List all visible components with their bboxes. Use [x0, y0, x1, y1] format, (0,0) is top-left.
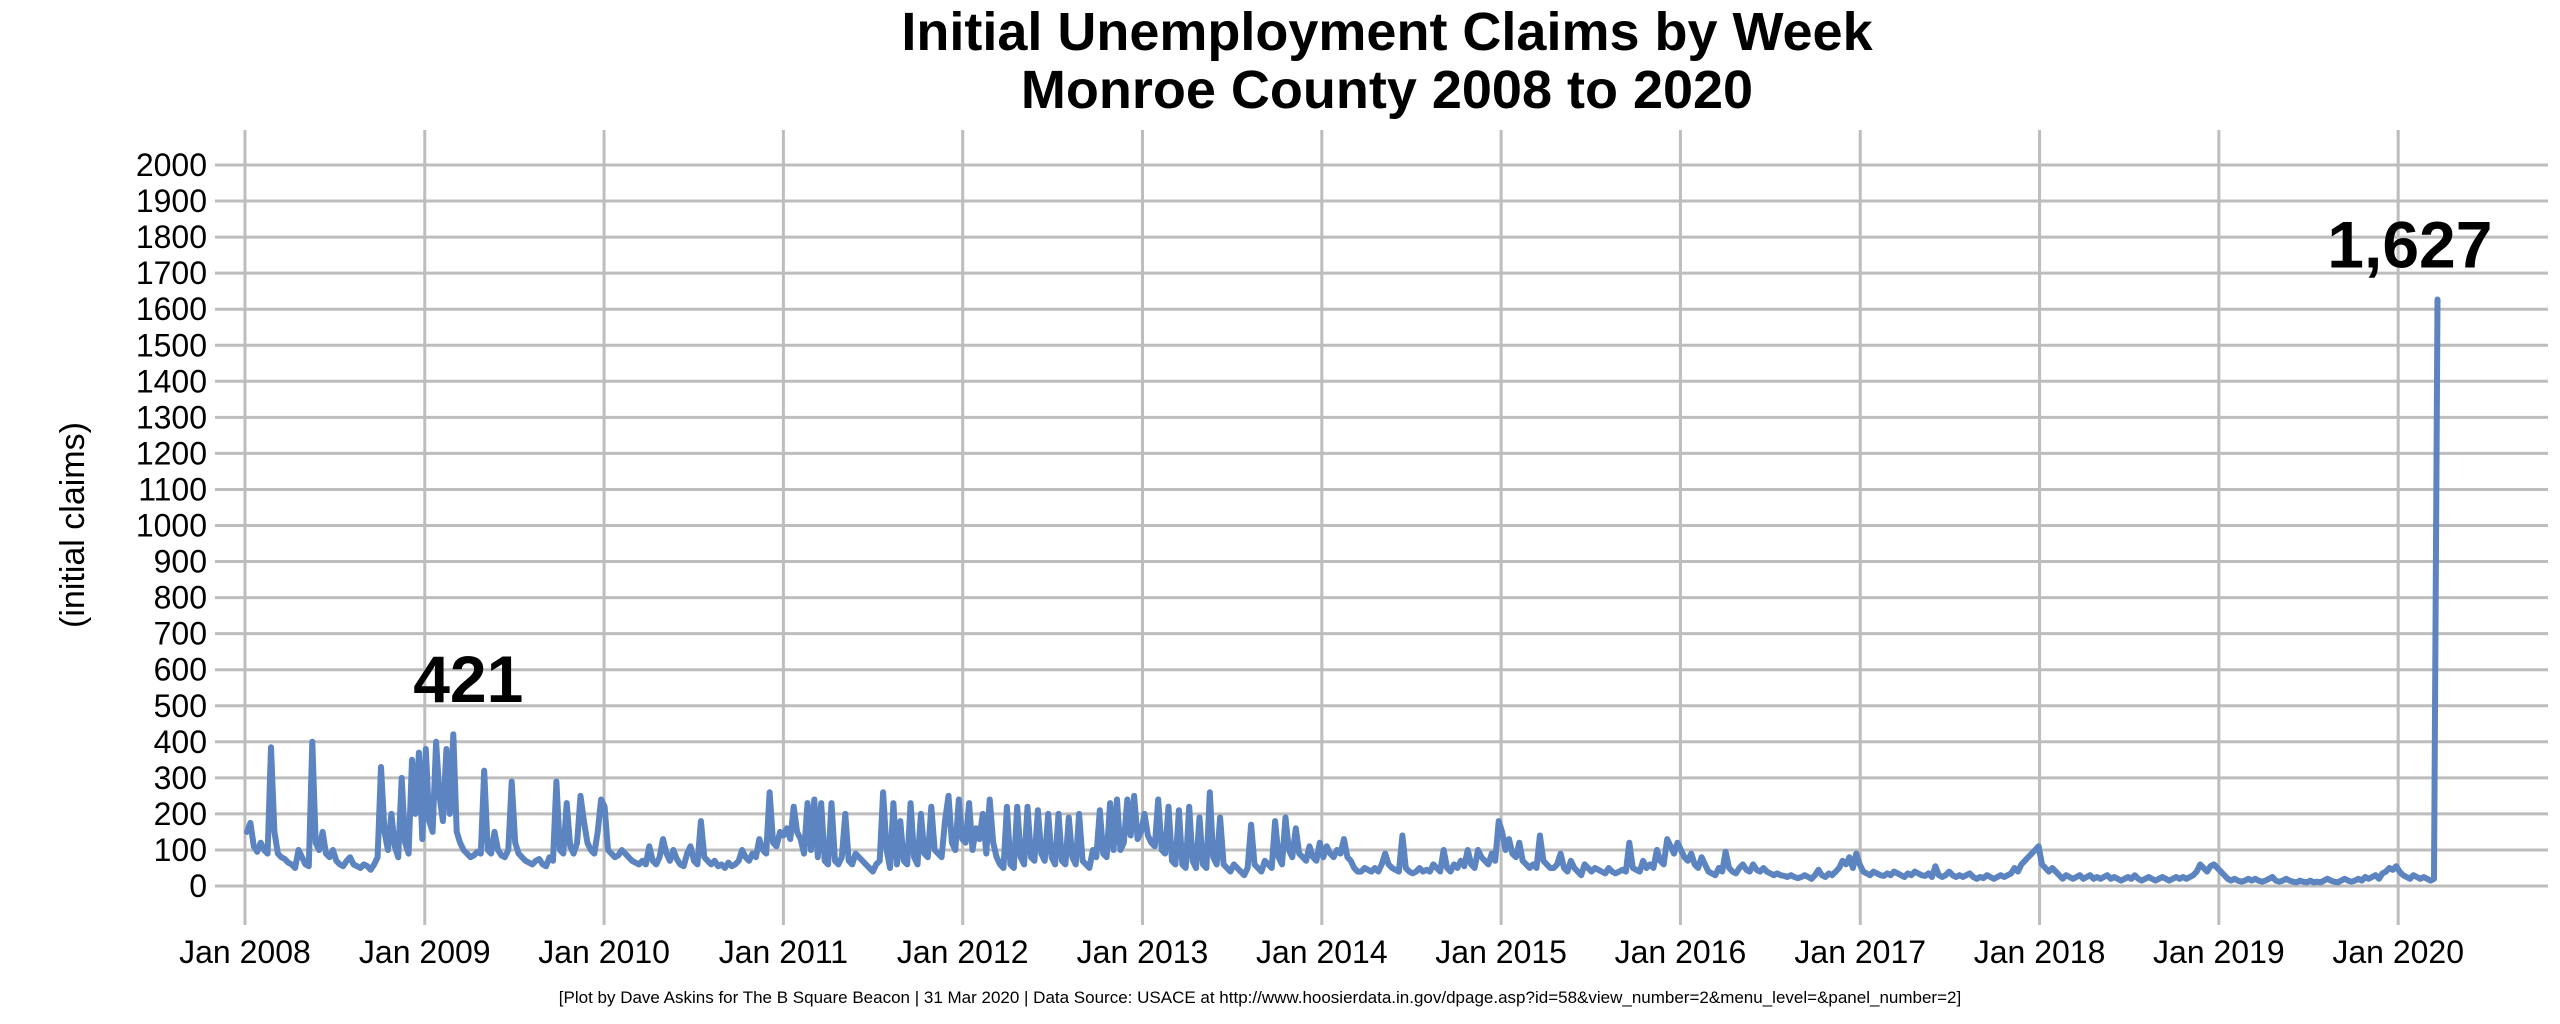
data-annotation: 1,627	[2327, 207, 2492, 281]
y-tick-label: 1700	[136, 255, 207, 291]
y-tick-label: 500	[154, 688, 207, 724]
x-tick-label: Jan 2011	[719, 934, 848, 970]
y-tick-label: 900	[154, 544, 207, 580]
x-tick-label: Jan 2009	[359, 934, 491, 970]
annotations: 421 1,627	[413, 207, 2492, 716]
x-tick-label: Jan 2020	[2332, 934, 2464, 970]
x-tick-label: Jan 2018	[1974, 934, 2106, 970]
y-tick-label: 1300	[136, 399, 207, 435]
y-tick-label: 100	[154, 832, 207, 868]
y-tick-label: 400	[154, 724, 207, 760]
x-tick-label: Jan 2013	[1077, 934, 1209, 970]
credit-note: [Plot by Dave Askins for The B Square Be…	[559, 988, 1961, 1007]
x-tick-label: Jan 2010	[538, 934, 670, 970]
x-tick-label: Jan 2015	[1435, 934, 1567, 970]
y-tick-label: 1000	[136, 508, 207, 544]
chart-title: Initial Unemployment Claims by Week	[901, 2, 1873, 62]
x-tick-label: Jan 2017	[1794, 934, 1926, 970]
y-tick-label: 200	[154, 796, 207, 832]
y-tick-label: 1600	[136, 291, 207, 327]
x-tick-label: Jan 2014	[1256, 934, 1388, 970]
series-line	[243, 296, 2441, 886]
y-tick-label: 2000	[136, 147, 207, 183]
y-tick-label: 1200	[136, 435, 207, 471]
y-tick-label: 1900	[136, 183, 207, 219]
y-tick-label: 600	[154, 652, 207, 688]
x-tick-label: Jan 2012	[897, 934, 1029, 970]
y-axis-ticks: 0100200300400500600700800900100011001200…	[136, 147, 207, 904]
y-tick-label: 1800	[136, 219, 207, 255]
y-tick-label: 300	[154, 760, 207, 796]
series-group	[243, 296, 2441, 886]
x-tick-label: Jan 2016	[1615, 934, 1747, 970]
y-tick-label: 1400	[136, 363, 207, 399]
x-tick-label: Jan 2008	[179, 934, 311, 970]
x-tick-label: Jan 2019	[2153, 934, 2285, 970]
x-axis-ticks: Jan 2008 Jan 2009 Jan 2010 Jan 2011 Jan 2012…	[179, 934, 2464, 970]
data-annotation: 421	[413, 642, 523, 716]
chart-subtitle: Monroe County 2008 to 2020	[1021, 60, 1753, 120]
y-tick-label: 1100	[138, 471, 207, 507]
y-tick-label: 1500	[136, 327, 207, 363]
y-tick-label: 800	[154, 580, 207, 616]
y-tick-label: 0	[189, 868, 207, 904]
y-axis-label: (initial claims)	[54, 422, 92, 628]
y-tick-label: 700	[154, 616, 207, 652]
